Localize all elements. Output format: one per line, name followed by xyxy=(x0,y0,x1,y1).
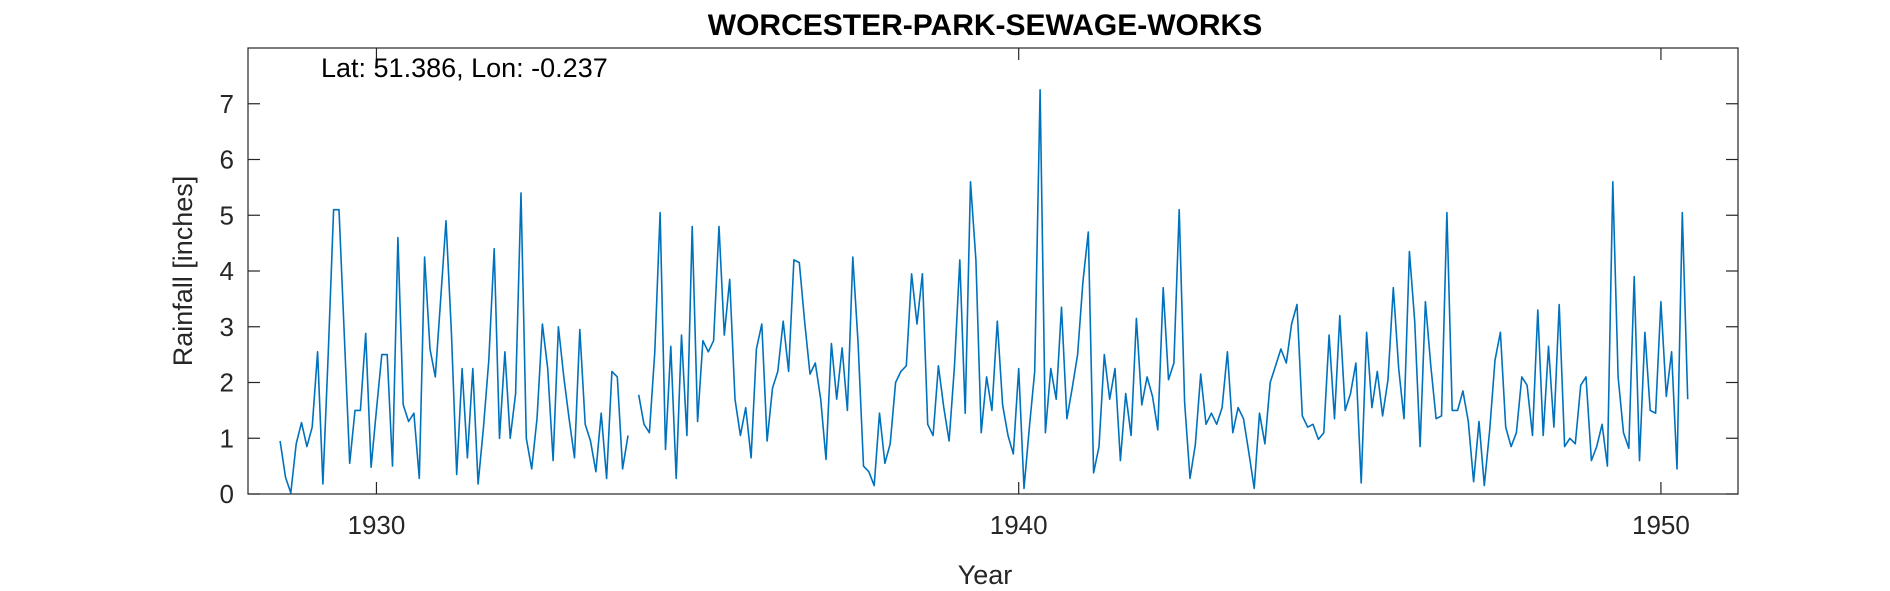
y-tick-label: 1 xyxy=(220,423,234,453)
location-annotation: Lat: 51.386, Lon: -0.237 xyxy=(321,53,608,83)
y-tick-label: 7 xyxy=(220,89,234,119)
x-tick-label: 1930 xyxy=(348,510,406,540)
y-axis-ticks: 0 1 2 3 4 5 6 7 xyxy=(220,89,1738,509)
y-tick-label: 4 xyxy=(220,256,234,286)
y-axis-label: Rainfall [inches] xyxy=(168,176,198,367)
y-tick-label: 2 xyxy=(220,368,234,398)
x-tick-label: 1950 xyxy=(1632,510,1690,540)
y-tick-label: 6 xyxy=(220,145,234,175)
chart-title: WORCESTER-PARK-SEWAGE-WORKS xyxy=(708,9,1262,42)
x-axis-ticks: 1930 1940 1950 xyxy=(348,48,1690,540)
plot-area-frame xyxy=(247,47,1739,495)
rainfall-series-line xyxy=(279,89,1689,494)
y-tick-label: 0 xyxy=(220,479,234,509)
x-axis-label: Year xyxy=(958,560,1013,590)
x-tick-label: 1940 xyxy=(990,510,1048,540)
y-tick-label: 3 xyxy=(220,312,234,342)
y-tick-label: 5 xyxy=(220,200,234,230)
